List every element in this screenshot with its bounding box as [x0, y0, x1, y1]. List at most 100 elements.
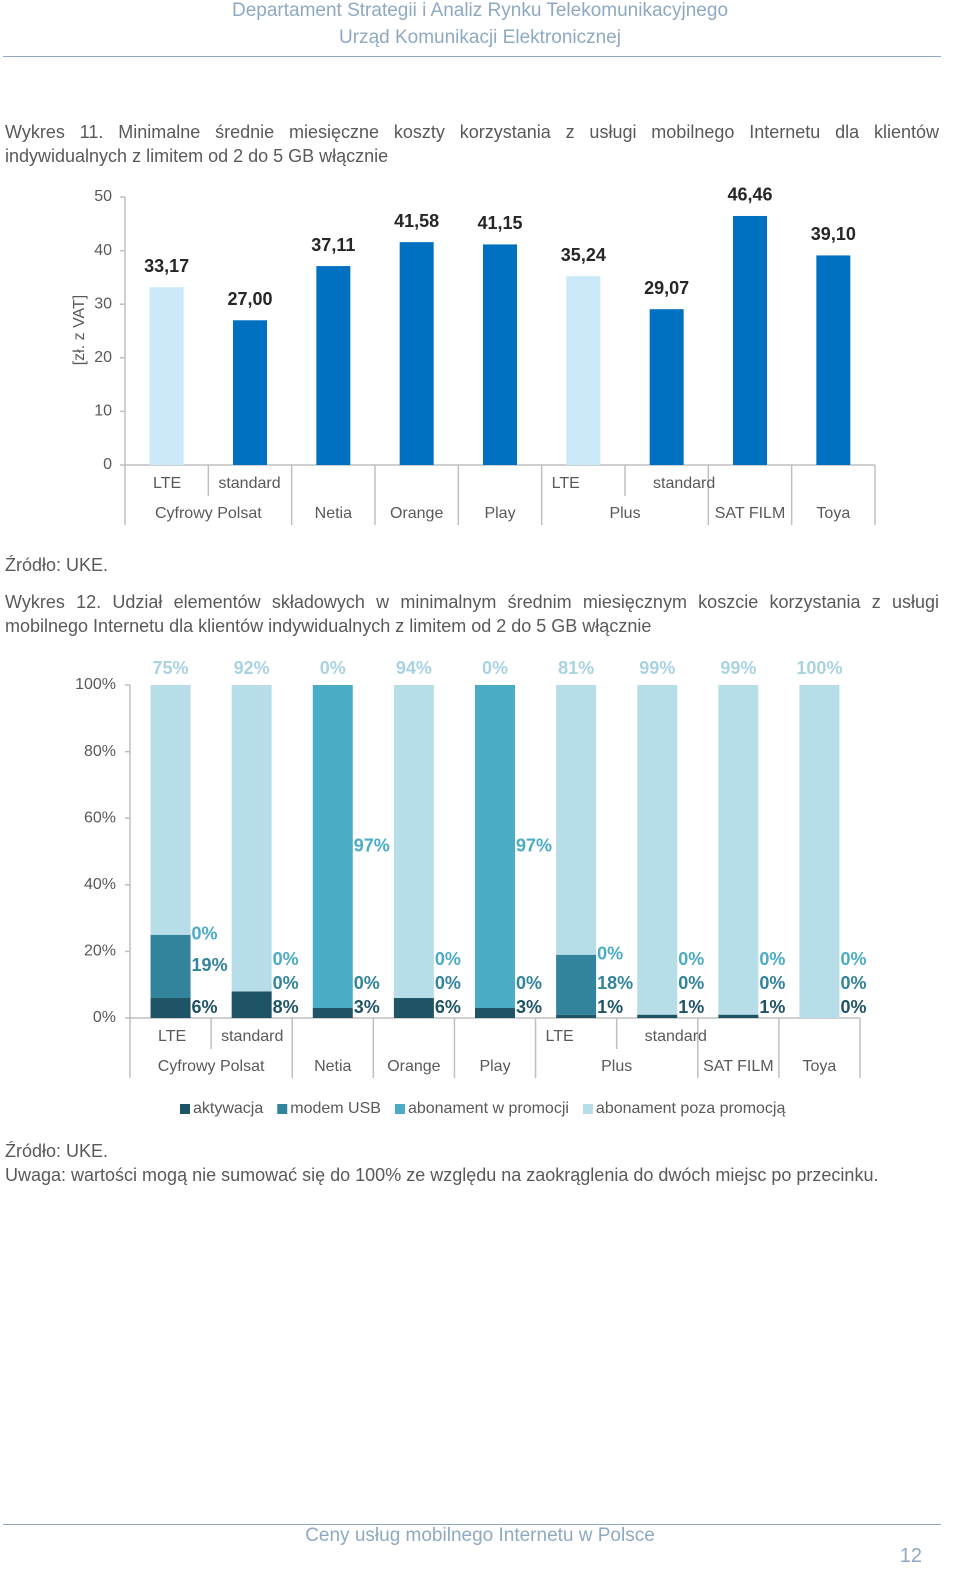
bar-segment — [393, 685, 434, 999]
bar-segment — [799, 685, 840, 1018]
bar-segment — [312, 685, 353, 1009]
value-label: 0% — [678, 949, 704, 969]
value-label: 0% — [482, 658, 508, 678]
bar — [566, 276, 601, 465]
legend-swatch — [582, 1104, 593, 1114]
bar-segment — [475, 685, 515, 1009]
note: Uwaga: wartości mogą nie sumować się do … — [5, 1165, 879, 1185]
value-label: 0% — [273, 973, 299, 993]
x-group-label: Netia — [315, 505, 352, 522]
x-sublabel: LTE — [546, 1028, 574, 1045]
header-line: Urząd Komunikacji Elektronicznej — [339, 27, 621, 48]
bar — [816, 255, 851, 465]
x-sublabel: standard — [645, 1028, 707, 1045]
y-tick-label: 0 — [103, 456, 112, 473]
y-tick-label: 50 — [94, 188, 112, 205]
bar-segment — [150, 998, 191, 1018]
footer-title: Ceny usług mobilnego Internetu w Polsce — [305, 1525, 655, 1546]
y-tick-label: 100% — [75, 676, 116, 693]
x-sublabel: standard — [653, 475, 715, 492]
y-tick-label: 60% — [84, 809, 116, 826]
x-sublabel: LTE — [552, 475, 580, 492]
bar-segment — [150, 685, 191, 935]
bar-segment — [718, 685, 759, 1015]
legend-label: abonament w promocji — [408, 1100, 569, 1117]
y-tick-label: 30 — [94, 295, 112, 312]
legend-label: modem USB — [290, 1100, 381, 1117]
value-label: 92% — [234, 658, 270, 678]
value-label: 0% — [273, 949, 299, 969]
legend-label: abonament poza promocją — [596, 1100, 786, 1117]
value-label: 18% — [597, 973, 633, 993]
x-group-label: SAT FILM — [703, 1058, 774, 1075]
value-label: 29,07 — [644, 278, 689, 298]
legend-swatch — [394, 1104, 405, 1114]
source: Źródło: UKE. — [5, 555, 109, 575]
value-label: 35,24 — [561, 245, 606, 265]
bar-segment — [718, 1014, 759, 1018]
value-label: 0% — [516, 973, 542, 993]
value-label: 33,17 — [144, 256, 189, 276]
bar — [649, 309, 684, 465]
y-tick-label: 0% — [93, 1009, 116, 1026]
value-label: 1% — [678, 997, 704, 1017]
x-group-label: Plus — [609, 505, 640, 522]
value-label: 6% — [192, 997, 218, 1017]
value-label: 0% — [840, 973, 866, 993]
value-label: 46,46 — [727, 185, 772, 205]
bar — [233, 320, 267, 465]
y-tick-label: 80% — [84, 743, 116, 760]
value-label: 27,00 — [227, 289, 272, 309]
value-label: 41,58 — [394, 211, 439, 231]
value-label: 94% — [396, 658, 432, 678]
value-label: 3% — [516, 997, 542, 1017]
bar-segment — [556, 685, 597, 955]
legend-swatch — [180, 1104, 190, 1114]
x-group-label: Play — [484, 505, 515, 522]
header-rule — [3, 56, 941, 57]
x-group-label: Play — [479, 1058, 510, 1075]
value-label: 0% — [759, 949, 785, 969]
value-label: 97% — [354, 835, 390, 855]
value-label: 100% — [796, 658, 842, 678]
y-tick-label: 40% — [84, 876, 116, 893]
legend-swatch — [277, 1104, 288, 1114]
bar-segment — [231, 991, 272, 1018]
bar — [316, 266, 351, 465]
x-group-label: SAT FILM — [715, 505, 786, 522]
x-group-label: Toya — [803, 1058, 837, 1075]
value-label: 75% — [153, 658, 189, 678]
bar — [399, 242, 434, 465]
value-label: 37,11 — [311, 235, 355, 255]
value-label: 0% — [435, 973, 461, 993]
value-label: 39,10 — [811, 224, 856, 244]
value-label: 0% — [435, 949, 461, 969]
bar — [483, 244, 517, 465]
bar-segment — [556, 954, 597, 1015]
value-label: 0% — [597, 943, 623, 963]
value-label: 8% — [273, 997, 299, 1017]
x-group-label: Cyfrowy Polsat — [158, 1058, 265, 1075]
value-label: 0% — [678, 973, 704, 993]
bar-segment — [556, 1014, 597, 1018]
source: Źródło: UKE. — [5, 1141, 109, 1161]
legend-label: aktywacja — [193, 1100, 263, 1117]
bar-segment — [150, 934, 191, 999]
value-label: 99% — [720, 658, 756, 678]
caption: Wykres 11. Minimalne średnie miesięczne … — [5, 122, 939, 166]
x-group-label: Plus — [601, 1058, 632, 1075]
value-label: 0% — [320, 658, 346, 678]
x-group-label: Cyfrowy Polsat — [155, 505, 262, 522]
y-tick-label: 20% — [84, 943, 116, 960]
y-tick-label: 40 — [94, 242, 112, 259]
x-group-label: Netia — [314, 1058, 351, 1075]
x-sublabel: LTE — [153, 475, 181, 492]
value-label: 0% — [840, 997, 866, 1017]
page-number: 12 — [899, 1545, 922, 1567]
x-sublabel: standard — [218, 475, 280, 492]
bar-segment — [393, 998, 434, 1018]
value-label: 99% — [639, 658, 675, 678]
value-label: 0% — [759, 973, 785, 993]
